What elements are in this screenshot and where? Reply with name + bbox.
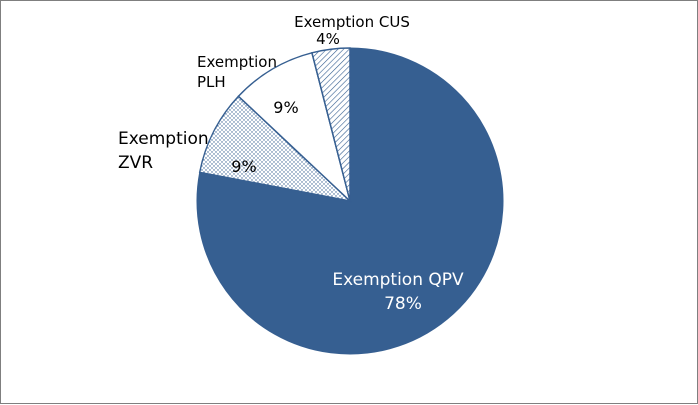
pie-slice-exemption-zvr (198, 95, 353, 203)
slice-category-label: Exemption QPV (332, 270, 464, 290)
pie-labels: Exemption QPV 78% Exemption ZVR 9% Exemption P… (118, 13, 464, 314)
pie-slice-exemption-plh (237, 51, 352, 204)
slice-value-label: 9% (273, 98, 298, 117)
pie-slice-exemption-cus (311, 47, 351, 202)
slice-value-label: 78% (384, 294, 422, 314)
pie-slice-exemption-qpv (196, 47, 504, 355)
pie-slices (196, 47, 504, 355)
slice-category-label: Exemption ZVR (118, 129, 209, 173)
slice-value-label: 9% (231, 157, 256, 176)
slice-category-label: Exemption PLH (197, 53, 277, 91)
slice-value-label: 4% (316, 30, 340, 48)
slice-category-label: Exemption CUS (294, 13, 410, 31)
